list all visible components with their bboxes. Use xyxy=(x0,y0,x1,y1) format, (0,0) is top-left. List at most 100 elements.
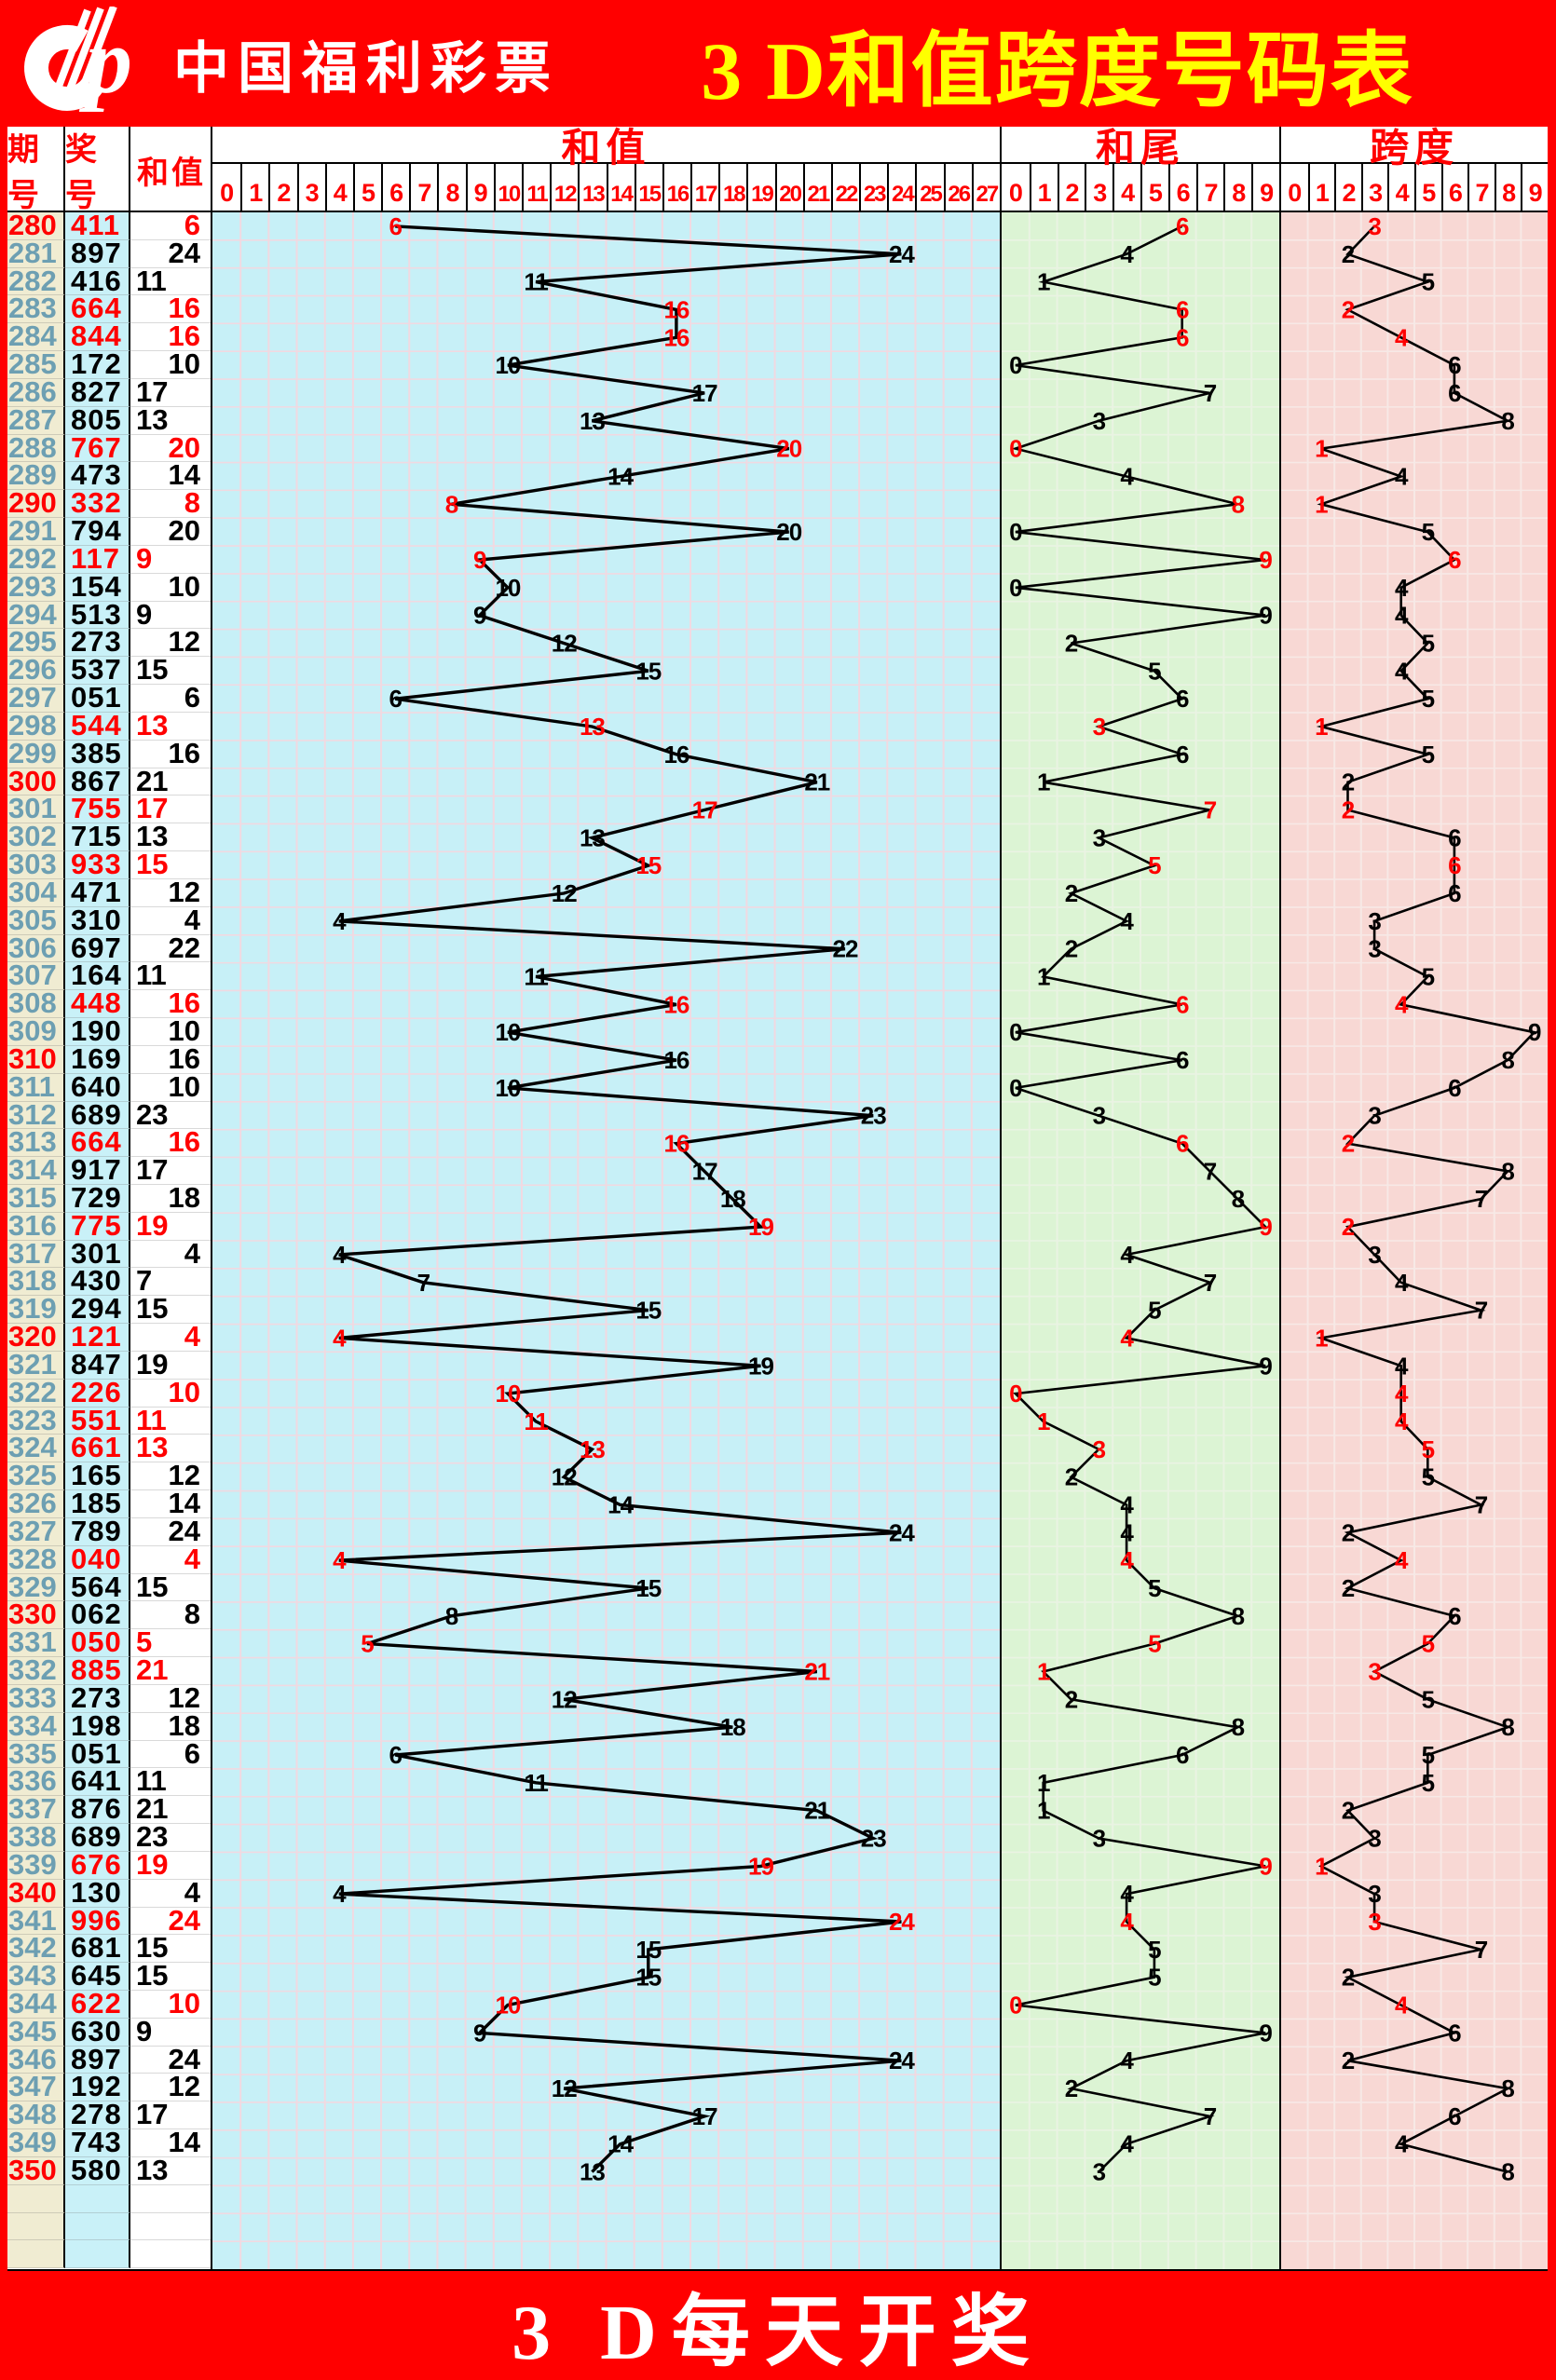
sum-cell: 16 xyxy=(130,1045,214,1074)
number-cell: 294 xyxy=(65,1296,130,1325)
chart-value-label: 1 xyxy=(1315,713,1328,741)
chart-value-label: 6 xyxy=(1448,546,1461,574)
number-cell: 743 xyxy=(65,2129,130,2157)
table-row: 308 448 16 xyxy=(7,990,214,1019)
period-cell: 305 xyxy=(7,906,65,935)
tick-cell: 7 xyxy=(1195,164,1224,211)
sum-cell: 10 xyxy=(130,1379,214,1408)
chart-value-label: 10 xyxy=(495,1018,520,1046)
sum-cell: 22 xyxy=(130,934,214,963)
number-cell: 310 xyxy=(65,906,130,935)
number-cell: 050 xyxy=(65,1629,130,1658)
chart-value-label: 15 xyxy=(635,851,661,879)
chart-value-label: 8 xyxy=(1232,1713,1245,1741)
sum-cell: 20 xyxy=(130,518,214,546)
chart-value-label: 6 xyxy=(1448,2019,1461,2047)
tick-cell: 9 xyxy=(1251,164,1279,211)
tick-cell: 5 xyxy=(1140,164,1168,211)
chart-value-label: 0 xyxy=(1009,1992,1022,2020)
period-cell: 322 xyxy=(7,1379,65,1408)
chart-value-label: 4 xyxy=(1120,1546,1134,1574)
table-row: 319 294 15 xyxy=(7,1296,214,1325)
chart-value-label: 12 xyxy=(552,630,577,658)
number-cell: 897 xyxy=(65,239,130,268)
sum-cell: 13 xyxy=(130,823,214,852)
chart-value-label: 16 xyxy=(663,1130,689,1158)
chart-value-label: 5 xyxy=(1422,1685,1435,1713)
chart-value-label: 4 xyxy=(333,1880,347,1908)
period-cell: 335 xyxy=(7,1740,65,1769)
period-cell: 296 xyxy=(7,657,65,686)
chart-value-label: 12 xyxy=(552,2074,577,2102)
chart-value-label: 1 xyxy=(1037,268,1050,296)
tick-cell: 24 xyxy=(887,164,915,211)
chart-value-label: 4 xyxy=(333,1546,347,1574)
sum-cell: 15 xyxy=(130,1963,214,1991)
number-cell: 332 xyxy=(65,490,130,519)
chart-value-label: 4 xyxy=(1395,1269,1409,1297)
chart-value-label: 5 xyxy=(1422,1435,1435,1463)
table-row: 304 471 12 xyxy=(7,878,214,907)
chart-value-label: 20 xyxy=(776,518,801,546)
number-cell: 411 xyxy=(65,212,130,240)
table-row: 325 165 12 xyxy=(7,1462,214,1491)
chart-value-label: 1 xyxy=(1037,1797,1050,1825)
chart-value-label: 0 xyxy=(1009,1380,1022,1408)
period-cell: 281 xyxy=(7,239,65,268)
period-cell: 283 xyxy=(7,295,65,324)
chart-value-label: 15 xyxy=(635,657,661,685)
table-row: 284 844 16 xyxy=(7,323,214,352)
sum-cell: 10 xyxy=(130,351,214,379)
period-cell: 304 xyxy=(7,878,65,907)
chart-value-label: 4 xyxy=(1395,1546,1409,1574)
chart-value-label: 11 xyxy=(524,268,548,296)
section-title-sum: 和值 xyxy=(561,127,651,170)
chart-value-label: 4 xyxy=(1395,1352,1409,1380)
table-row: 315 729 18 xyxy=(7,1184,214,1213)
period-cell: 330 xyxy=(7,1601,65,1630)
chart-value-label: 7 xyxy=(1475,1297,1488,1325)
chart-value-label: 6 xyxy=(1448,351,1461,379)
chart-value-label: 2 xyxy=(1342,1574,1355,1602)
table-row: 314 917 17 xyxy=(7,1157,214,1185)
period-cell: 340 xyxy=(7,1879,65,1908)
trend-line xyxy=(338,224,902,2173)
chart-value-label: 2 xyxy=(1342,1797,1355,1825)
chart-value-label: 4 xyxy=(1120,463,1134,491)
chart-value-label: 2 xyxy=(1065,935,1078,963)
sum-cell: 4 xyxy=(130,1240,214,1269)
tick-cell: 0 xyxy=(220,179,234,207)
chart-value-label: 6 xyxy=(1176,685,1189,713)
chart-value-label: 17 xyxy=(692,379,717,407)
sum-cell: 24 xyxy=(130,2046,214,2074)
chart-value-label: 1 xyxy=(1037,1408,1050,1435)
tick-cell: 1 xyxy=(1029,164,1058,211)
chart-value-label: 6 xyxy=(1448,823,1461,851)
number-cell: 664 xyxy=(65,295,130,324)
period-cell: 286 xyxy=(7,378,65,407)
table-row: 293 154 10 xyxy=(7,573,214,602)
period-cell: 308 xyxy=(7,990,65,1019)
sum-cell: 11 xyxy=(130,1407,214,1435)
table-row: 346 897 24 xyxy=(7,2046,214,2074)
chart-value-label: 3 xyxy=(1368,1102,1381,1130)
sum-cell: 11 xyxy=(130,1768,214,1797)
period-cell: 334 xyxy=(7,1712,65,1741)
chart-value-label: 8 xyxy=(1501,2074,1514,2102)
sum-cell: 20 xyxy=(130,434,214,463)
chart-value-label: 10 xyxy=(495,351,520,379)
period-cell: 312 xyxy=(7,1101,65,1130)
chart-value-label: 8 xyxy=(1501,2158,1514,2186)
period-cell: 297 xyxy=(7,685,65,713)
tick-cell: 8 xyxy=(1223,164,1251,211)
chart-value-label: 15 xyxy=(635,1936,661,1964)
period-cell: 341 xyxy=(7,1907,65,1936)
chart-value-label: 2 xyxy=(1342,796,1355,824)
table-row: 332 885 21 xyxy=(7,1657,214,1685)
chart-value-label: 6 xyxy=(1448,379,1461,407)
number-cell xyxy=(65,2212,130,2241)
tick-cell: 17 xyxy=(690,164,718,211)
chart-canvas-跨度: 3252466814156445451522666335498632872347… xyxy=(1281,212,1548,2269)
number-cell: 062 xyxy=(65,1601,130,1630)
chart-value-label: 23 xyxy=(861,1825,886,1853)
